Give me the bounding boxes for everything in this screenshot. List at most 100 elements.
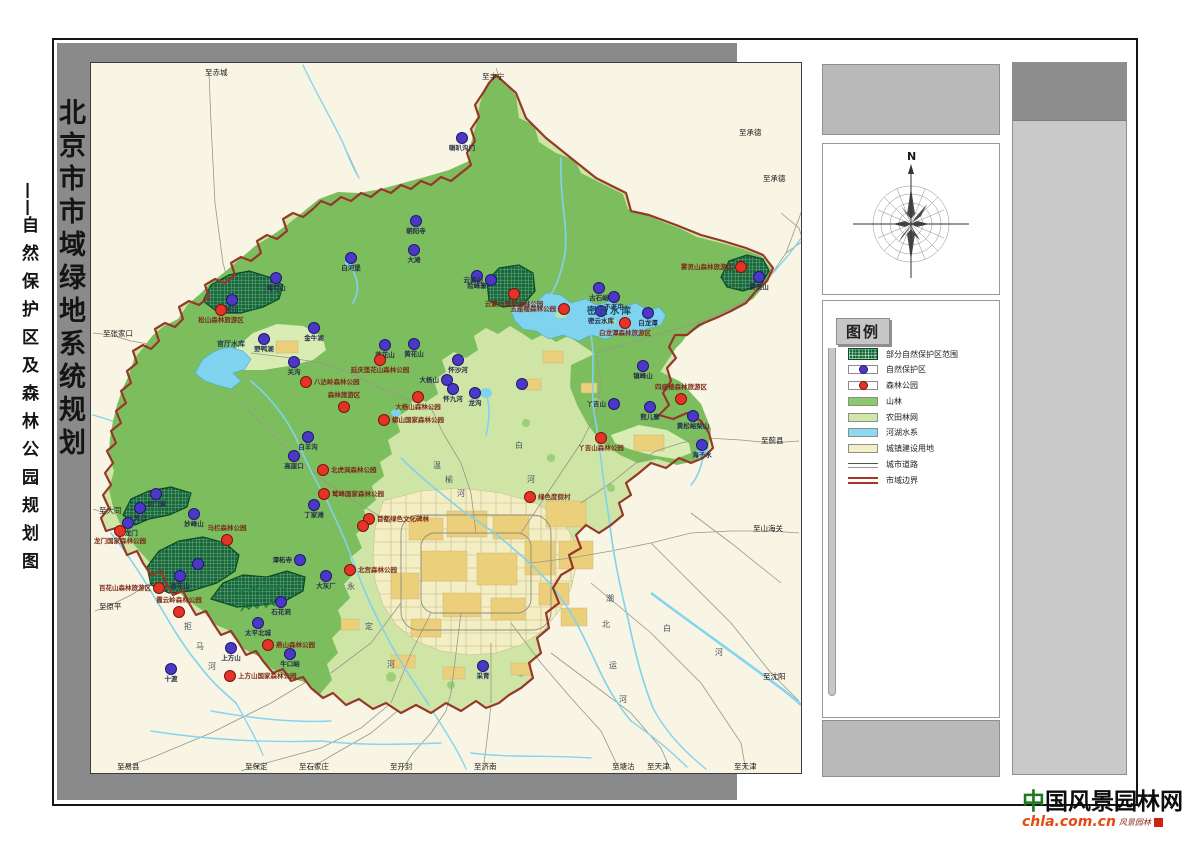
nature-reserve-marker (345, 252, 357, 264)
map-drawing (92, 64, 801, 772)
road-destination-label: 至承德 (739, 128, 762, 137)
road-swatch (848, 463, 878, 469)
nature-reserve-marker (226, 294, 238, 306)
water-label: 河 (387, 660, 395, 669)
road-destination-label: 至塘沽 (612, 762, 635, 771)
marker-label: 牛口峪 (280, 660, 300, 668)
boundary-swatch (848, 476, 878, 484)
marker-label: 北宫森林公园 (358, 566, 397, 574)
legend-item-urban-land: 城镇建设用地 (848, 444, 996, 454)
nature-reserve-marker (188, 508, 200, 520)
forest-park-marker (558, 303, 570, 315)
forest-park-marker (357, 520, 369, 532)
nature-reserve-marker (637, 360, 649, 372)
water-label: 河 (208, 662, 216, 671)
marker-label: 怀沙河 (448, 366, 468, 374)
miyun-reservoir (510, 292, 667, 342)
forest-park-marker (300, 376, 312, 388)
nature-reserve-marker (174, 570, 186, 582)
nature-reserve-marker (452, 354, 464, 366)
title-panel-header (1013, 63, 1126, 121)
map-sub-title: ——自然保护区及森林公园规划图 (16, 182, 41, 580)
marker-label: 不老屯 (604, 303, 624, 311)
road-destination-label: 至山海关 (753, 524, 783, 533)
marker-label: 大杨山 (419, 376, 440, 384)
road-destination-label: 至天津 (647, 762, 670, 771)
forest-park-marker (318, 488, 330, 500)
marker-label: 石花洞 (271, 608, 291, 616)
map-main-title: 北京市市域绿地系统规划 (54, 98, 85, 461)
marker-label: 四座楼森林旅游区 (655, 383, 707, 391)
forest-park-marker (735, 261, 747, 273)
compass-rose: N (853, 150, 969, 278)
sub-title-text: 自然保护区及森林公园规划图 (18, 216, 38, 580)
marker-label: 莲花山 (375, 351, 395, 359)
marker-label: 森林旅游区 (327, 391, 361, 399)
nature-reserve-marker (288, 356, 300, 368)
nature-reserve-marker (608, 291, 620, 303)
marker-label: 鹫峰国家森林公园 (332, 490, 384, 498)
forest-park-marker (338, 401, 350, 413)
road-destination-label: 至大同 (99, 506, 122, 515)
forest-park-marker (675, 393, 687, 405)
forest-park-marker (595, 432, 607, 444)
yanqing-town (275, 340, 299, 354)
marker-label: 小龙门 (118, 529, 138, 537)
marker-label: 采育 (476, 672, 490, 680)
nature-reserve-marker (308, 322, 320, 334)
marker-label: 白龙潭 (638, 319, 658, 327)
reserve-squiggle (232, 585, 285, 612)
forest-park-marker (619, 317, 631, 329)
marker-label: 云蒙山国家森林公园 (484, 300, 544, 308)
pinggu-town (633, 434, 665, 452)
forest-park-marker (221, 534, 233, 546)
marker-label: 大滩 (407, 256, 421, 264)
legend-side-bar (828, 348, 836, 696)
marker-label: 上方山 (221, 654, 241, 662)
nature-reserve-marker (593, 282, 605, 294)
water-label: 潮 (606, 594, 614, 603)
nature-reserve-marker (122, 517, 134, 529)
marker-label: 绿色度假村 (538, 493, 571, 501)
nature-reserve-marker (687, 410, 699, 422)
nature-reserve-marker (608, 398, 620, 410)
marker-label: 延庆莲花山森林公园 (350, 366, 410, 374)
nature-reserve-marker (408, 338, 420, 350)
forest-park-marker (153, 582, 165, 594)
marker-label: 马栏森林公园 (207, 524, 247, 532)
marker-label: 松山森林旅游区 (198, 316, 244, 324)
reserve-dot-swatch (848, 365, 878, 375)
nature-reserve-marker (696, 439, 708, 451)
forest-park-marker (317, 464, 329, 476)
legend-title: 图例 (836, 318, 891, 345)
site-url-row: chla.com.cn 风景园林 (1022, 814, 1191, 830)
marker-label: 丫吉山 (586, 400, 607, 408)
marker-label: 白河堡 (341, 264, 361, 272)
nature-reserve-marker (469, 387, 481, 399)
marker-label: 高崖口 (284, 462, 304, 470)
nature-reserve-marker (192, 558, 204, 570)
nature-reserve-marker (225, 642, 237, 654)
legend-item-mountain-forest: 山林 (848, 396, 996, 406)
nature-reserve-marker (284, 648, 296, 660)
road-destination-label: 至济南 (474, 762, 497, 771)
park-dot-swatch (848, 381, 878, 391)
nature-reserve-marker (379, 339, 391, 351)
forest-park-marker (344, 564, 356, 576)
road-destination-label: 至易县 (117, 762, 140, 771)
marker-label: 古石峪 (589, 294, 609, 302)
site-name: 中国风景园林网 (1022, 789, 1183, 815)
urban-swatch (848, 444, 878, 454)
marker-label: 灵山 (133, 514, 147, 522)
marker-label: 险峰寨 (467, 282, 487, 290)
water-label: 定 (365, 622, 373, 631)
water-label: 拒 (184, 622, 192, 631)
water-label: 白 (663, 624, 671, 633)
site-watermark: 中国风景园林网 chla.com.cn 风景园林 (1022, 790, 1191, 830)
north-label: N (907, 150, 916, 163)
road-destination-label: 至赤城 (205, 68, 228, 77)
mountain-swatch (848, 396, 878, 406)
nature-reserve-marker (275, 596, 287, 608)
legend-item-city-boundary: 市域边界 (848, 475, 996, 485)
